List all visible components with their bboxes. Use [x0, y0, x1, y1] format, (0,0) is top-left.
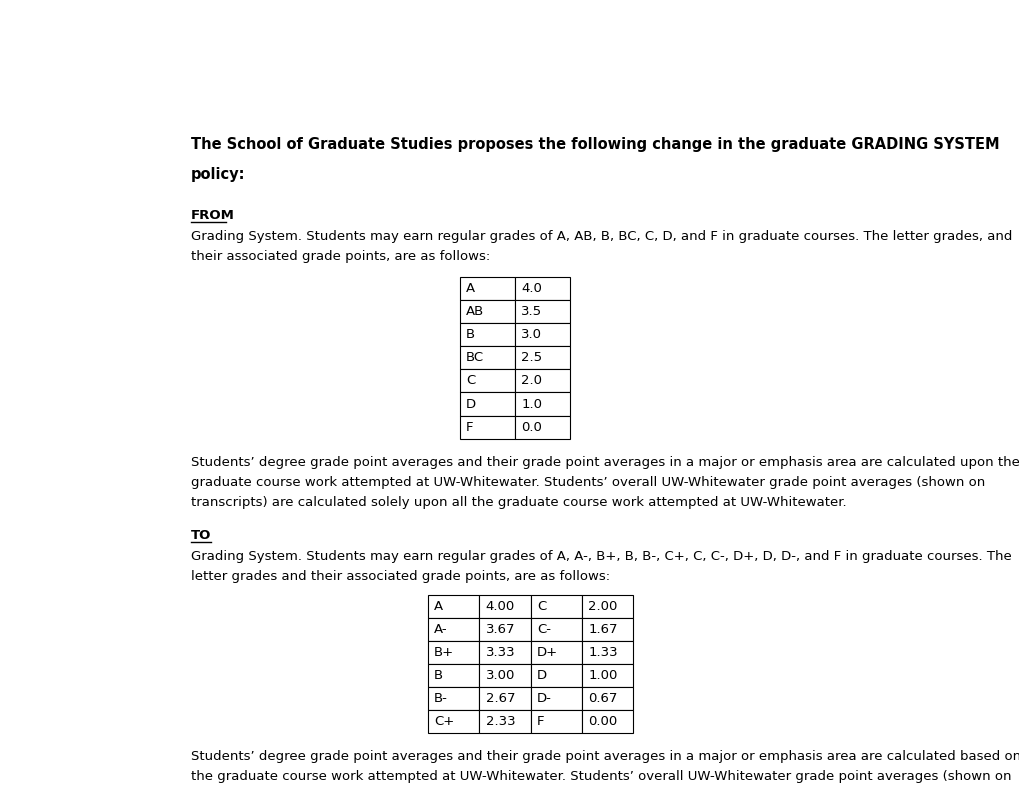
Text: A: A	[466, 282, 475, 296]
Text: C: C	[536, 600, 546, 613]
Bar	[582, 664, 633, 687]
Text: the graduate course work attempted at UW-Whitewater. Students’ overall UW-Whitew: the graduate course work attempted at UW…	[191, 771, 1010, 783]
Text: 1.00: 1.00	[588, 669, 618, 682]
Bar	[459, 277, 515, 300]
Bar	[530, 687, 582, 711]
Text: B-: B-	[434, 693, 447, 705]
Bar	[515, 370, 570, 392]
Bar	[459, 392, 515, 415]
Bar	[479, 619, 530, 641]
Bar	[530, 619, 582, 641]
Text: 4.00: 4.00	[485, 600, 515, 613]
Text: AB: AB	[466, 305, 484, 318]
Bar	[582, 711, 633, 734]
Bar	[428, 687, 479, 711]
Text: 0.00: 0.00	[588, 716, 618, 728]
Text: B: B	[434, 669, 443, 682]
Bar	[582, 619, 633, 641]
Bar	[428, 641, 479, 664]
Text: The School of Graduate Studies proposes the following change in the graduate GRA: The School of Graduate Studies proposes …	[191, 137, 999, 152]
Text: D: D	[536, 669, 546, 682]
Text: 4.0: 4.0	[521, 282, 541, 296]
Bar	[530, 641, 582, 664]
Text: FROM: FROM	[191, 209, 234, 221]
Text: B+: B+	[434, 646, 453, 660]
Text: B: B	[466, 329, 475, 341]
Text: transcripts) are calculated solely upon all the graduate course work attempted a: transcripts) are calculated solely upon …	[191, 496, 846, 508]
Text: BC: BC	[466, 351, 483, 364]
Bar	[479, 711, 530, 734]
Bar	[515, 347, 570, 370]
Text: Grading System. Students may earn regular grades of A, AB, B, BC, C, D, and F in: Grading System. Students may earn regula…	[191, 230, 1011, 243]
Bar	[582, 595, 633, 619]
Text: Grading System. Students may earn regular grades of A, A-, B+, B, B-, C+, C, C-,: Grading System. Students may earn regula…	[191, 550, 1011, 563]
Text: D: D	[466, 397, 476, 411]
Text: F: F	[536, 716, 544, 728]
Text: Students’ degree grade point averages and their grade point averages in a major : Students’ degree grade point averages an…	[191, 455, 1019, 469]
Text: 1.0: 1.0	[521, 397, 542, 411]
Text: D-: D-	[536, 693, 551, 705]
Text: TO: TO	[191, 529, 211, 542]
Bar	[479, 687, 530, 711]
Bar	[582, 687, 633, 711]
Bar	[582, 641, 633, 664]
Text: graduate course work attempted at UW-Whitewater. Students’ overall UW-Whitewater: graduate course work attempted at UW-Whi…	[191, 476, 984, 489]
Text: 1.33: 1.33	[588, 646, 618, 660]
Text: policy:: policy:	[191, 167, 245, 182]
Text: letter grades and their associated grade points, are as follows:: letter grades and their associated grade…	[191, 571, 609, 583]
Text: 2.0: 2.0	[521, 374, 542, 388]
Bar	[515, 323, 570, 347]
Bar	[428, 595, 479, 619]
Text: 3.5: 3.5	[521, 305, 542, 318]
Text: 2.00: 2.00	[588, 600, 618, 613]
Text: 1.67: 1.67	[588, 623, 618, 636]
Text: A: A	[434, 600, 443, 613]
Text: 0.0: 0.0	[521, 421, 541, 433]
Text: F: F	[466, 421, 473, 433]
Bar	[459, 415, 515, 439]
Text: D+: D+	[536, 646, 557, 660]
Bar	[479, 641, 530, 664]
Bar	[459, 347, 515, 370]
Bar	[515, 415, 570, 439]
Bar	[428, 711, 479, 734]
Bar	[459, 370, 515, 392]
Text: 3.67: 3.67	[485, 623, 515, 636]
Text: C: C	[466, 374, 475, 388]
Bar	[459, 323, 515, 347]
Bar	[428, 619, 479, 641]
Text: 3.00: 3.00	[485, 669, 515, 682]
Text: 2.33: 2.33	[485, 716, 515, 728]
Text: 3.33: 3.33	[485, 646, 515, 660]
Bar	[530, 595, 582, 619]
Text: 0.67: 0.67	[588, 693, 618, 705]
Text: 3.0: 3.0	[521, 329, 542, 341]
Text: C-: C-	[536, 623, 550, 636]
Text: C+: C+	[434, 716, 454, 728]
Bar	[515, 277, 570, 300]
Bar	[515, 392, 570, 415]
Bar	[479, 664, 530, 687]
Bar	[479, 595, 530, 619]
Text: Students’ degree grade point averages and their grade point averages in a major : Students’ degree grade point averages an…	[191, 750, 1019, 764]
Bar	[530, 711, 582, 734]
Text: their associated grade points, are as follows:: their associated grade points, are as fo…	[191, 250, 489, 263]
Bar	[428, 664, 479, 687]
Bar	[515, 300, 570, 323]
Bar	[530, 664, 582, 687]
Text: 2.67: 2.67	[485, 693, 515, 705]
Text: A-: A-	[434, 623, 447, 636]
Text: 2.5: 2.5	[521, 351, 542, 364]
Bar	[459, 300, 515, 323]
